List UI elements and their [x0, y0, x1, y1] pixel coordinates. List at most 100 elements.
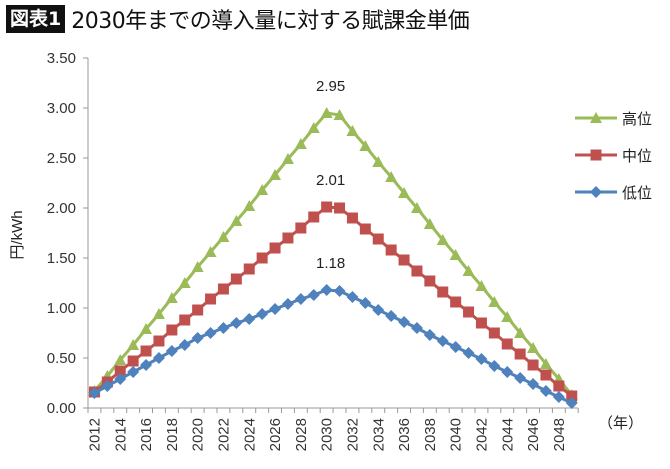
data-point — [436, 335, 449, 347]
y-axis-label: 円/kWh — [9, 210, 26, 259]
data-point — [540, 369, 552, 381]
figure-badge: 図表1 — [6, 5, 66, 33]
data-point — [217, 322, 230, 334]
data-point — [539, 385, 552, 397]
x-axis-label: （年） — [598, 415, 643, 432]
data-point — [205, 293, 217, 305]
data-point — [281, 298, 294, 310]
data-point — [488, 296, 501, 307]
data-point — [514, 372, 527, 384]
data-point — [294, 138, 307, 149]
data-point — [372, 156, 385, 167]
data-point — [269, 303, 282, 315]
legend-marker — [590, 186, 602, 198]
x-tick-label: 2014 — [112, 418, 129, 451]
data-point — [256, 252, 268, 264]
x-tick-label: 2040 — [448, 418, 465, 451]
legend-label: 低位 — [622, 185, 652, 202]
data-label: 1.18 — [316, 255, 345, 272]
data-point — [372, 304, 385, 316]
x-tick-label: 2044 — [499, 418, 516, 451]
data-point — [346, 125, 359, 136]
y-tick-label: 2.50 — [47, 150, 76, 167]
data-point — [308, 211, 320, 223]
data-point — [333, 109, 346, 120]
data-point — [101, 380, 114, 392]
data-point — [256, 308, 269, 320]
data-point — [385, 171, 398, 182]
data-point — [230, 215, 243, 226]
data-point — [553, 380, 565, 392]
data-point — [114, 365, 126, 377]
series-line-高位 — [93, 111, 573, 396]
data-point — [449, 341, 462, 353]
data-point — [436, 234, 449, 245]
data-point — [359, 140, 372, 151]
legend-label: 中位 — [622, 148, 652, 165]
data-point — [204, 327, 217, 339]
data-point — [501, 366, 514, 378]
data-label: 2.01 — [316, 172, 345, 189]
data-point — [398, 187, 411, 198]
x-tick-label: 2042 — [473, 418, 490, 451]
data-point — [527, 359, 539, 371]
data-point — [178, 277, 191, 288]
data-point — [449, 249, 462, 260]
data-point — [217, 283, 229, 295]
x-tick-label: 2028 — [293, 418, 310, 451]
x-tick-label: 2048 — [551, 418, 568, 451]
data-point — [372, 233, 384, 245]
data-label: 2.95 — [316, 78, 345, 95]
data-point — [127, 355, 139, 367]
data-point — [256, 184, 269, 195]
data-point — [527, 378, 540, 390]
data-point — [539, 358, 552, 369]
data-point — [385, 310, 398, 322]
x-tick-label: 2038 — [422, 418, 439, 451]
legend-marker — [590, 149, 602, 161]
y-tick-label: 1.50 — [47, 250, 76, 267]
data-point — [269, 242, 281, 254]
x-tick-label: 2024 — [241, 418, 258, 451]
data-point — [501, 311, 514, 322]
data-point — [88, 387, 101, 399]
data-point — [230, 273, 242, 285]
x-tick-label: 2026 — [267, 418, 284, 451]
title-text: 2030年までの導入量に対する賦課金単価 — [71, 9, 470, 34]
data-point — [462, 347, 475, 359]
x-tick-label: 2018 — [164, 418, 181, 451]
data-point — [140, 323, 153, 334]
data-point — [346, 291, 359, 303]
data-point — [385, 244, 397, 256]
y-tick-label: 0.50 — [47, 350, 76, 367]
data-point — [320, 284, 333, 296]
data-point — [127, 366, 140, 378]
y-tick-label: 2.00 — [47, 200, 76, 217]
data-point — [243, 313, 256, 325]
data-point — [475, 353, 488, 365]
data-point — [437, 286, 449, 298]
data-point — [127, 339, 140, 350]
data-point — [475, 280, 488, 291]
data-point — [514, 327, 527, 338]
data-point — [114, 354, 127, 365]
data-point — [333, 285, 346, 297]
x-tick-label: 2034 — [370, 418, 387, 451]
data-point — [320, 107, 333, 118]
data-point — [152, 352, 165, 364]
x-tick-label: 2030 — [319, 418, 336, 451]
data-point — [411, 265, 423, 277]
data-point — [346, 212, 358, 224]
legend-label: 高位 — [622, 111, 652, 128]
data-point — [192, 304, 204, 316]
data-point — [566, 390, 578, 402]
data-point — [179, 314, 191, 326]
data-point — [398, 254, 410, 266]
data-point — [243, 263, 255, 275]
data-point — [565, 397, 578, 409]
data-point — [295, 222, 307, 234]
data-point — [191, 261, 204, 272]
data-point — [321, 201, 333, 213]
data-point — [334, 202, 346, 214]
